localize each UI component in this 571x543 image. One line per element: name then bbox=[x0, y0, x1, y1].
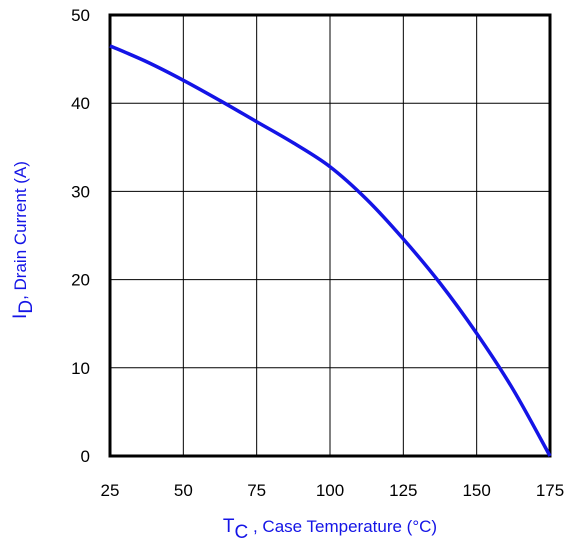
y-tick-label: 40 bbox=[71, 94, 90, 113]
y-axis-title: ID, Drain Current (A) bbox=[10, 161, 37, 319]
grid bbox=[109, 14, 551, 457]
y-tick-label: 50 bbox=[71, 6, 90, 25]
x-axis-title-rest: , Case Temperature (°C) bbox=[248, 517, 437, 536]
x-tick-label: 100 bbox=[316, 481, 344, 500]
x-tick-label: 50 bbox=[174, 481, 193, 500]
y-tick-label: 10 bbox=[71, 359, 90, 378]
series-layer bbox=[109, 44, 552, 457]
x-tick-label: 125 bbox=[389, 481, 417, 500]
y-axis-title-sub: D bbox=[16, 300, 37, 314]
y-axis-title-rest: , Drain Current (A) bbox=[11, 161, 30, 300]
x-tick-labels: 25 50 75 100 125 150 175 bbox=[101, 481, 565, 500]
series-line bbox=[109, 44, 552, 457]
x-tick-label: 75 bbox=[247, 481, 266, 500]
y-tick-label: 30 bbox=[71, 182, 90, 201]
x-tick-label: 25 bbox=[101, 481, 120, 500]
x-axis-title-main: T bbox=[223, 516, 235, 537]
x-axis-title-sub: C bbox=[235, 522, 249, 543]
y-tick-label: 0 bbox=[81, 447, 90, 466]
x-axis-title: TC , Case Temperature (°C) bbox=[223, 516, 437, 543]
x-tick-label: 150 bbox=[462, 481, 490, 500]
y-tick-label: 20 bbox=[71, 271, 90, 290]
x-tick-label: 175 bbox=[536, 481, 564, 500]
plot-frame bbox=[108, 13, 552, 458]
y-tick-labels: 0 10 20 30 40 50 bbox=[71, 6, 90, 466]
y-axis-title-main: I bbox=[10, 314, 31, 319]
